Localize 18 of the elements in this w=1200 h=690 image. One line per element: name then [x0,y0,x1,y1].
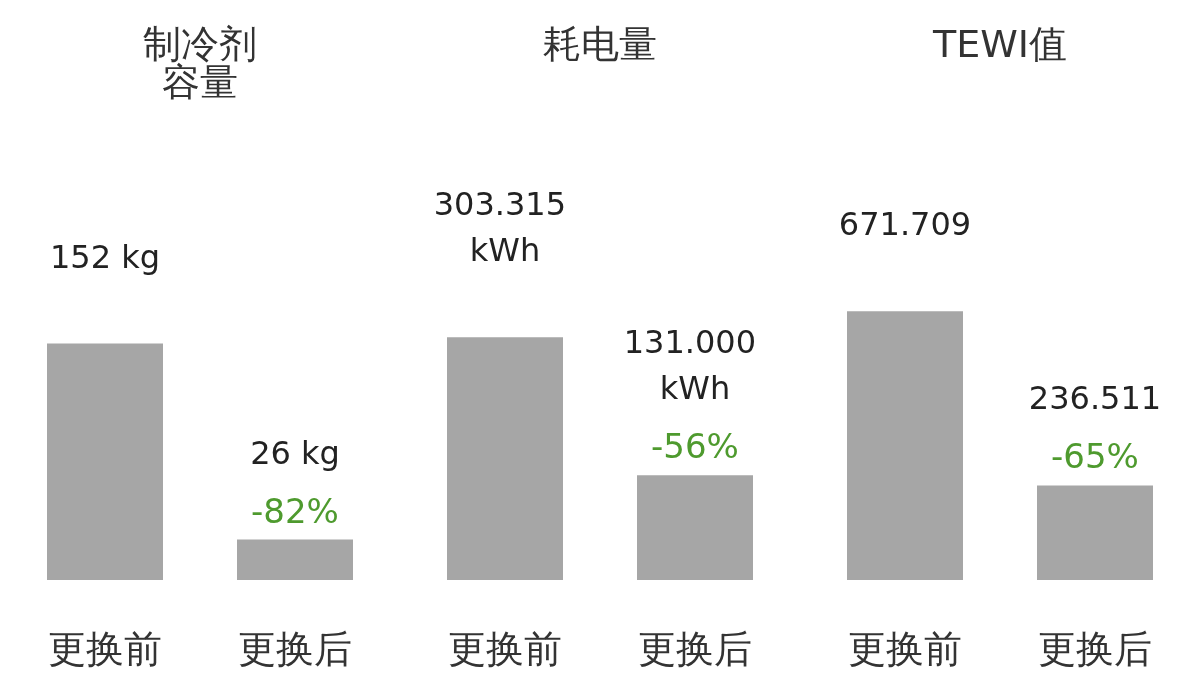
data-label: 671.709 [838,205,972,244]
x-tick-label: 更换前 [48,627,162,671]
x-tick-label: 更换前 [848,627,962,671]
chart-title: TEWI值 [931,22,1068,66]
annotation: -56% [651,426,739,467]
data-label: 303.315 kWh [433,185,577,270]
chart-title: 耗电量 [543,22,657,66]
annotation: -65% [1051,436,1139,477]
data-label: 26 kg [250,433,340,472]
x-tick-label: 更换后 [638,627,752,671]
data-label: 236.511 [1028,379,1162,418]
data-label: 131.000 kWh [623,323,767,408]
x-tick-label: 更换后 [1038,627,1152,671]
x-tick-label: 更换前 [448,627,562,671]
annotation: -82% [251,490,339,531]
x-tick-label: 更换后 [238,627,352,671]
data-label: 152 kg [49,237,161,276]
chart-title: 制冷剂容量 [143,22,257,104]
